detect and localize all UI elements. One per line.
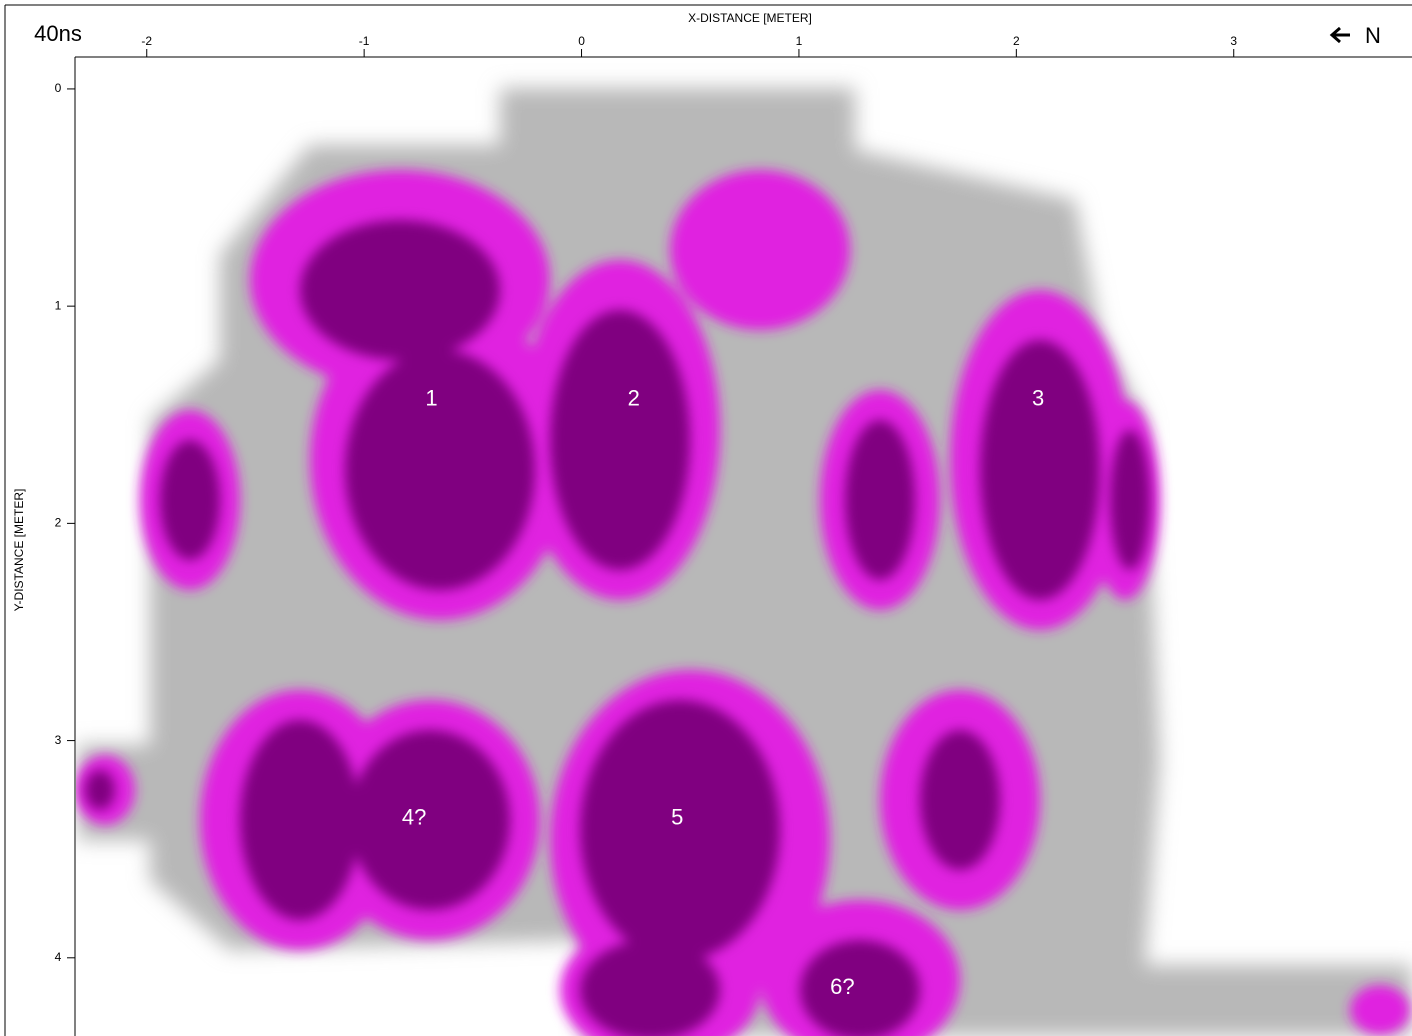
north-label: N (1365, 23, 1381, 48)
y-tick-label: 4 (55, 950, 62, 964)
chart-title: 40ns (34, 21, 82, 46)
y-tick-label: 1 (55, 298, 62, 312)
x-axis-label: X-DISTANCE [METER] (688, 11, 812, 25)
annotation: 6? (830, 974, 854, 999)
x-tick-label: -1 (359, 34, 370, 48)
annotation: 5 (671, 805, 683, 830)
north-arrow (1329, 26, 1350, 44)
y-tick-label: 2 (55, 516, 62, 530)
x-tick-label: 2 (1013, 34, 1020, 48)
annotation: 2 (628, 385, 640, 410)
y-tick-label: 3 (55, 733, 62, 747)
y-axis-label: Y-DISTANCE [METER] (12, 489, 26, 612)
annotation: 1 (425, 385, 437, 410)
annotation: 3 (1032, 385, 1044, 410)
x-tick-label: -2 (141, 34, 152, 48)
annotation: 4? (402, 805, 426, 830)
x-tick-label: 1 (796, 34, 803, 48)
heatmap-image (76, 88, 1412, 1036)
x-tick-label: 3 (1230, 34, 1237, 48)
y-tick-label: 0 (55, 81, 62, 95)
x-tick-label: 0 (578, 34, 585, 48)
